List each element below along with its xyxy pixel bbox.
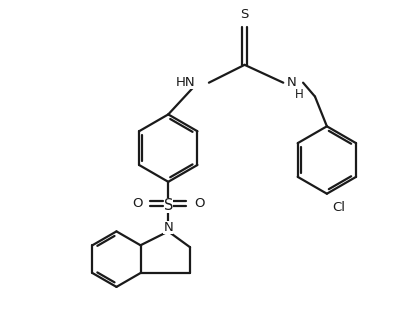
Text: Cl: Cl <box>332 201 345 214</box>
Text: H: H <box>295 88 304 101</box>
Text: HN: HN <box>175 76 195 89</box>
Text: O: O <box>132 197 143 210</box>
Text: O: O <box>194 197 205 210</box>
Text: S: S <box>164 198 173 213</box>
Text: N: N <box>287 76 297 89</box>
Text: N: N <box>164 221 173 234</box>
Text: S: S <box>240 8 249 21</box>
